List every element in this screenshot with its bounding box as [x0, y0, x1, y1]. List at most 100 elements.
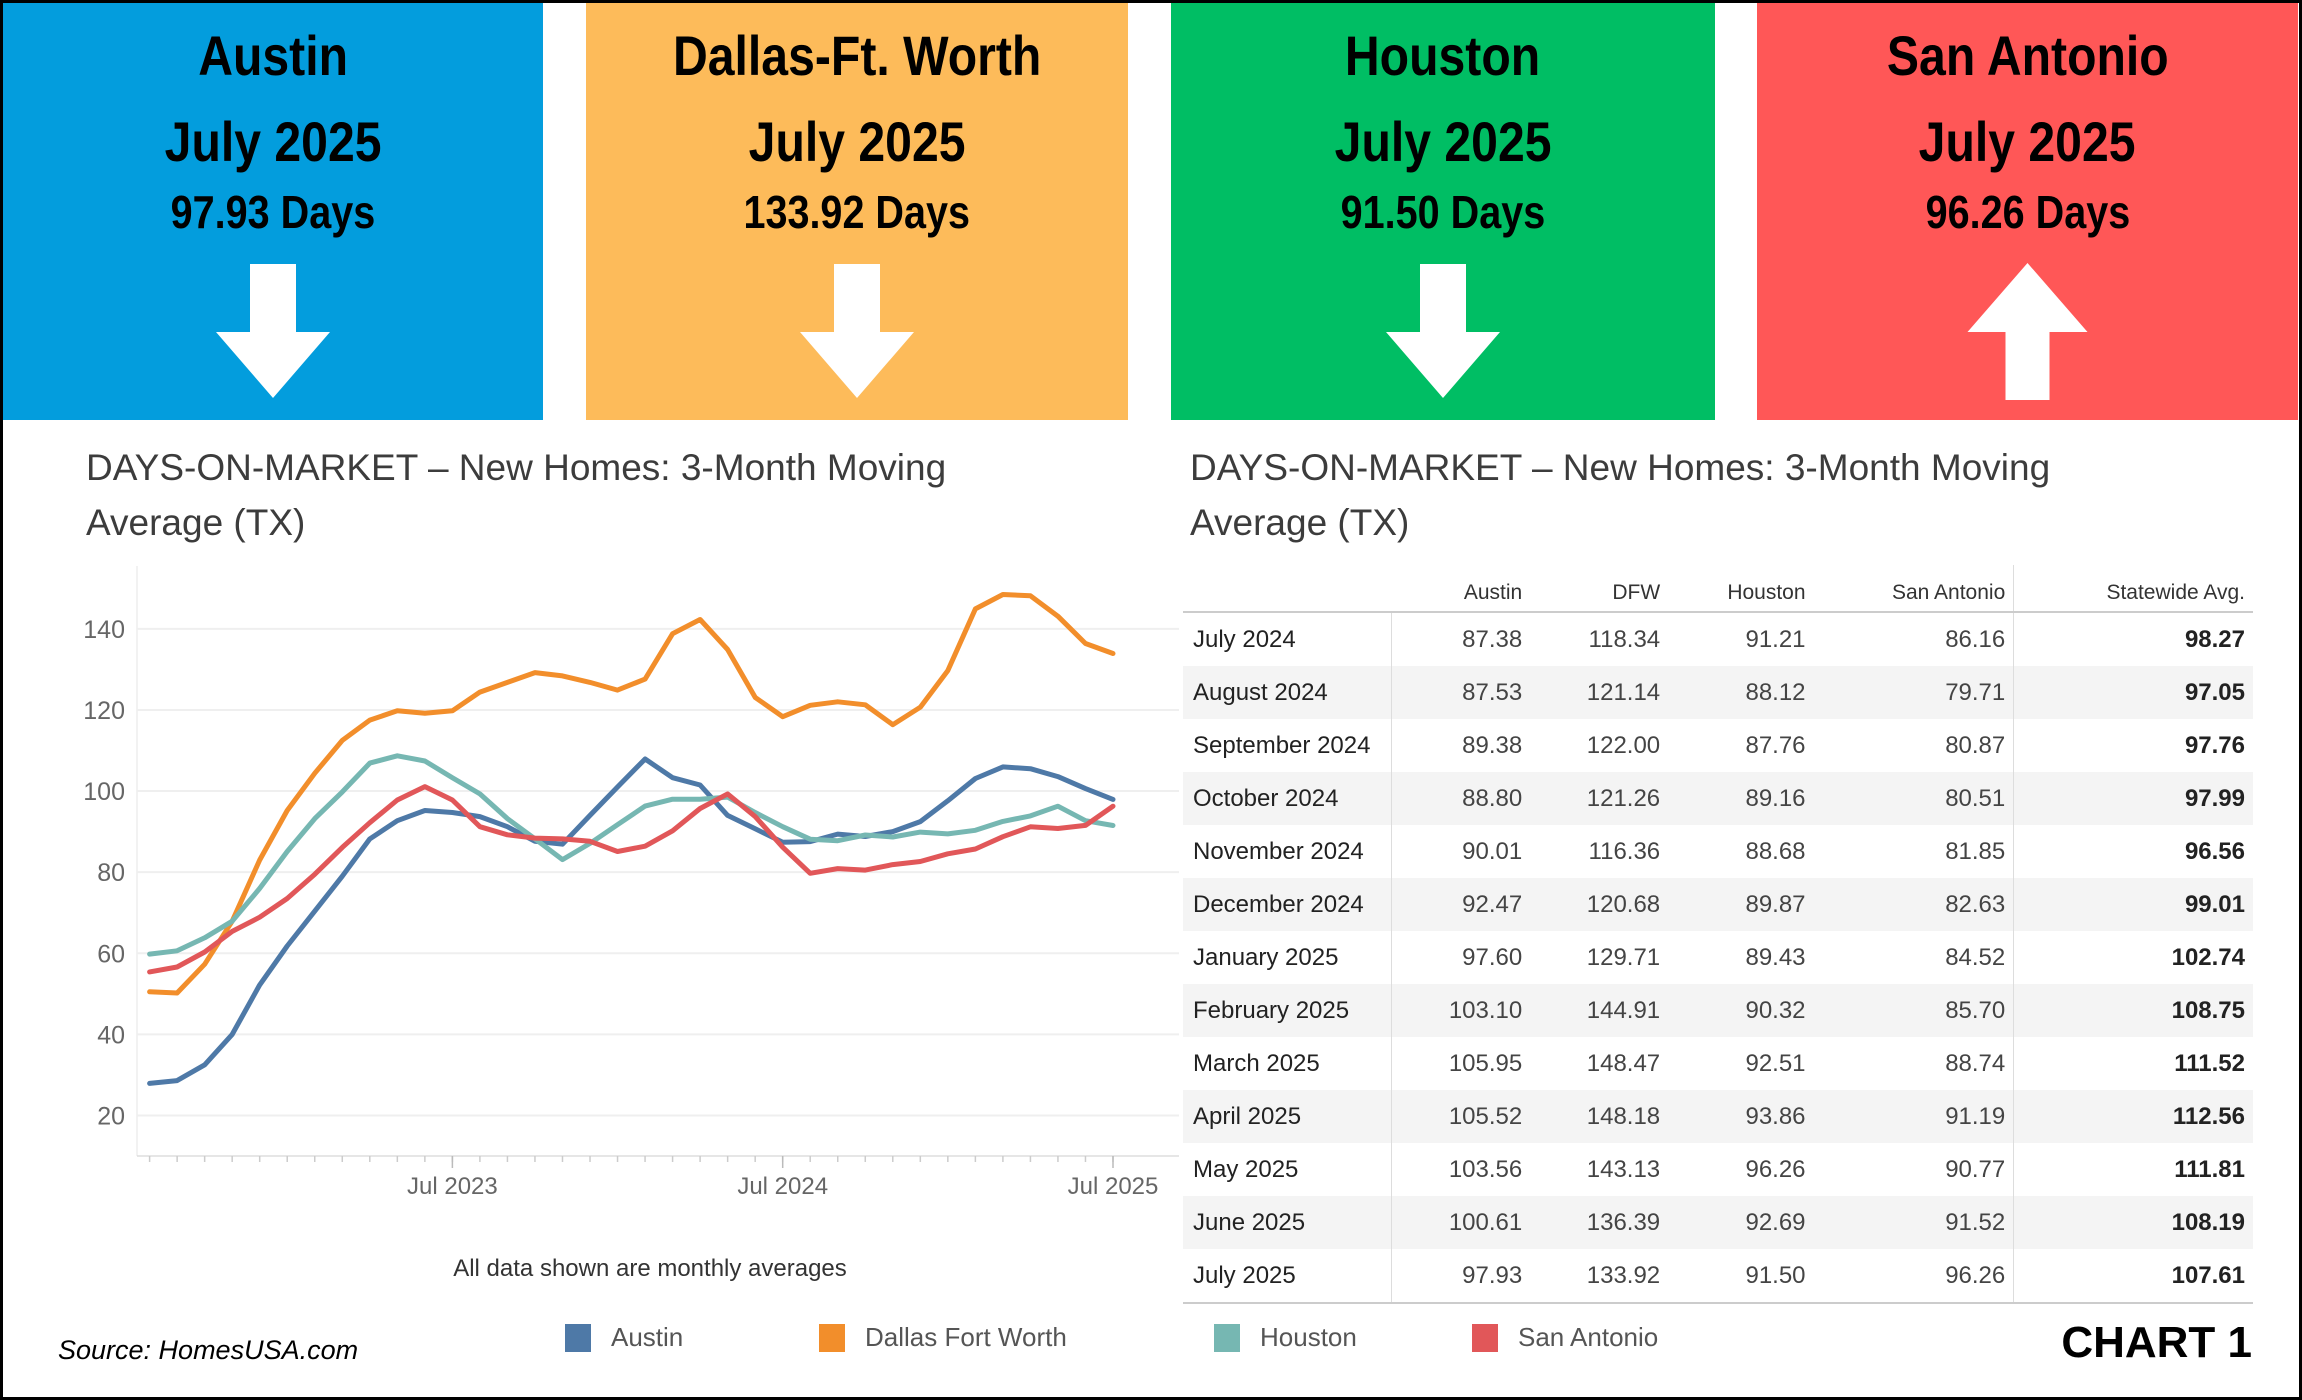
y-tick-label: 120 [83, 697, 125, 725]
column-header [1183, 565, 1392, 613]
row-label: December 2024 [1183, 878, 1392, 931]
box-month-text: July 2025 [164, 110, 382, 173]
chart-title-line: DAYS-ON-MARKET – New Homes: 3-Month Movi… [86, 447, 947, 488]
summary-box-san-antonio: San Antonio July 2025 96.26 Days [1757, 3, 2298, 420]
table-cell: 111.52 [2013, 1037, 2253, 1090]
chart-number-label: CHART 1 [2061, 1318, 2252, 1367]
legend-item: San Antonio [1472, 1322, 1658, 1353]
table-cell: 97.99 [2013, 772, 2253, 825]
table-cell: 100.61 [1391, 1196, 1531, 1249]
table-cell: 87.53 [1391, 666, 1531, 719]
table-cell: 87.38 [1462, 625, 1523, 653]
y-tick-label: 100 [83, 778, 125, 806]
table-cell: 82.63 [1813, 878, 2014, 931]
table-cell: 96.56 [2013, 825, 2253, 878]
table-row: February 2025 103.10 144.91 90.32 85.70 108.7… [1183, 984, 2253, 1037]
table-cell: 89.38 [1462, 731, 1523, 759]
days-on-market-line-chart: 20 40 60 80 100 120 140 Jul 2023 Jul 2024 Jul 202… [83, 566, 1179, 1200]
table-cell: 90.32 [1668, 984, 1814, 1037]
legend-label: Houston [1260, 1322, 1357, 1352]
series-line-dallas-fort-worth [147, 592, 1116, 996]
box-month: July 2025 [3, 109, 543, 174]
table-row: May 2025 103.56 143.13 96.26 90.77 111.81 [1183, 1143, 2253, 1196]
box-days: 91.50 Days [1171, 185, 1715, 239]
table-cell: 92.47 [1391, 878, 1531, 931]
table-cell: 103.10 [1391, 984, 1531, 1037]
table-cell: 136.39 [1530, 1196, 1669, 1249]
table-cell: 93.86 [1668, 1090, 1814, 1143]
table-cell: 148.47 [1586, 1049, 1661, 1077]
legend-item: Austin [565, 1322, 683, 1353]
row-label: October 2024 [1183, 772, 1392, 825]
box-days-text: 133.92 Days [743, 186, 971, 238]
legend-swatch [565, 1323, 591, 1352]
table-cell: 87.76 [1745, 731, 1806, 759]
table-cell: 129.71 [1586, 943, 1661, 971]
arrow-up-icon [1967, 263, 2088, 400]
row-label: July 2024 [1183, 612, 1392, 666]
table-cell: 88.74 [1945, 1049, 2006, 1077]
box-city-text: Dallas-Ft. Worth [672, 24, 1042, 87]
row-label: July 2025 [1183, 1249, 1392, 1304]
box-city-text: San Antonio [1886, 24, 2169, 87]
box-month: July 2025 [586, 109, 1128, 174]
table-title-line: DAYS-ON-MARKET – New Homes: 3-Month Movi… [1190, 447, 2051, 488]
table-cell: 121.14 [1530, 666, 1669, 719]
table-cell: 90.01 [1462, 837, 1523, 865]
x-tick-label: Jul 2023 [407, 1173, 498, 1200]
table-row: June 2025 100.61 136.39 92.69 91.52 108.19 [1183, 1196, 2253, 1249]
box-month-text: July 2025 [1334, 110, 1552, 173]
arrow-down-icon [800, 264, 914, 398]
row-label: November 2024 [1183, 825, 1392, 878]
table-cell: 91.21 [1745, 625, 1806, 653]
table-cell: 97.05 [2013, 666, 2253, 719]
legend-swatch [1472, 1323, 1498, 1352]
table-cell: 133.92 [1530, 1249, 1669, 1304]
table-cell: 96.26 [1813, 1249, 2014, 1304]
legend-item: Dallas Fort Worth [819, 1322, 1067, 1353]
days-on-market-table: Austin DFW Houston San Antonio Statewide Avg… [1183, 565, 2253, 1304]
table-header-row: Austin DFW Houston San Antonio Statewide Avg… [1183, 565, 2253, 613]
column-header: Houston [1668, 565, 1814, 613]
table-cell: 84.52 [1945, 943, 2006, 971]
table-cell: 148.18 [1530, 1090, 1669, 1143]
box-days-text: 91.50 Days [1340, 186, 1546, 238]
table-cell: 92.51 [1745, 1049, 1806, 1077]
table-row: March 2025 105.95 148.47 92.51 88.74 111.52 [1183, 1037, 2253, 1090]
table-cell: 81.85 [1945, 837, 2006, 865]
table-cell: 91.19 [1813, 1090, 2014, 1143]
table-title: DAYS-ON-MARKET – New Homes: 3-Month Movi… [1190, 440, 2050, 550]
summary-box-houston: Houston July 2025 91.50 Days [1171, 3, 1715, 420]
table-row: July 2024 87.38 118.34 91.21 86.16 98.27 [1183, 612, 2253, 666]
table-cell: 107.61 [2013, 1249, 2253, 1304]
y-tick-label: 80 [97, 859, 125, 887]
row-label: February 2025 [1183, 984, 1392, 1037]
legend-swatch [1214, 1323, 1240, 1352]
table-cell: 111.81 [2013, 1143, 2253, 1196]
series-line-houston [147, 753, 1116, 957]
legend-swatch [819, 1323, 845, 1352]
table-cell: 108.19 [2013, 1196, 2253, 1249]
row-label: May 2025 [1183, 1143, 1392, 1196]
table-row: December 2024 92.47 120.68 89.87 82.63 99.01 [1183, 878, 2253, 931]
box-month: July 2025 [1171, 109, 1715, 174]
table-cell: 108.75 [2013, 984, 2253, 1037]
legend-label: Dallas Fort Worth [865, 1322, 1067, 1352]
table-cell: 105.52 [1391, 1090, 1531, 1143]
column-header: Statewide Avg. [2013, 565, 2253, 613]
y-tick-label: 140 [83, 616, 125, 644]
box-days: 133.92 Days [586, 185, 1128, 239]
table-cell: 80.51 [1813, 772, 2014, 825]
row-label: September 2024 [1183, 719, 1392, 772]
table-row: November 2024 90.01 116.36 88.68 81.85 96.56 [1183, 825, 2253, 878]
box-city-text: Austin [198, 24, 348, 87]
row-label: March 2025 [1183, 1037, 1392, 1090]
table-cell: 122.00 [1586, 731, 1661, 759]
table-cell: 120.68 [1530, 878, 1669, 931]
row-label: January 2025 [1183, 931, 1392, 984]
table-cell: 116.36 [1588, 837, 1661, 865]
table-cell: 85.70 [1813, 984, 2014, 1037]
summary-box-austin: Austin July 2025 97.93 Days [3, 3, 543, 420]
box-city: Houston [1171, 23, 1715, 88]
arrow-down-icon [1386, 264, 1500, 398]
